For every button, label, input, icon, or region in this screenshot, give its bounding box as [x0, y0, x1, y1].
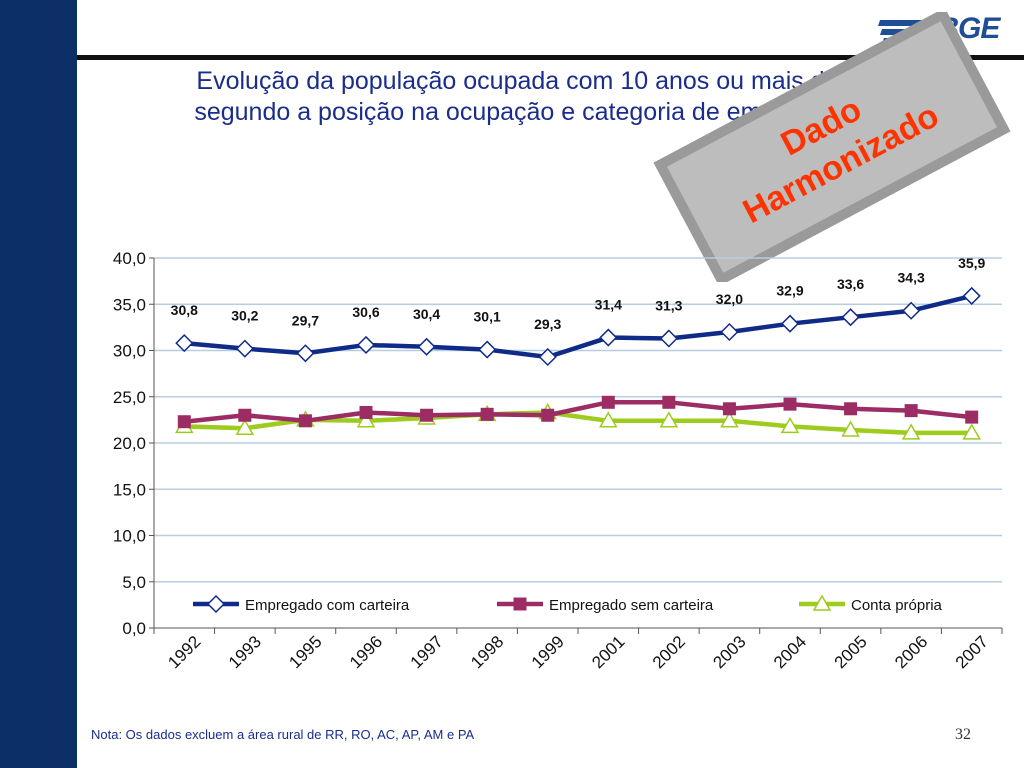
data-label: 34,3 — [898, 270, 925, 286]
series-line — [184, 293, 973, 360]
data-label: 32,0 — [716, 291, 743, 307]
data-point — [356, 411, 376, 428]
data-label: 30,8 — [171, 302, 198, 318]
y-tick-label: 15,0 — [113, 480, 146, 499]
data-label: 31,3 — [655, 297, 682, 313]
data-point — [175, 334, 194, 353]
data-point — [417, 337, 436, 356]
data-point — [356, 335, 376, 355]
x-tick-label: 2003 — [709, 632, 749, 672]
y-tick-label: 20,0 — [113, 434, 146, 453]
data-point — [599, 328, 618, 347]
data-point — [662, 395, 676, 409]
x-tick-label: 2005 — [831, 632, 871, 672]
data-label: 30,2 — [231, 308, 258, 324]
page-number: 32 — [955, 726, 971, 743]
x-tick-label: 2006 — [891, 632, 931, 672]
data-point — [783, 397, 797, 411]
data-point — [659, 411, 679, 428]
data-point — [420, 408, 434, 422]
y-tick-label: 40,0 — [113, 249, 146, 268]
y-tick-label: 35,0 — [113, 295, 146, 314]
header-rule — [77, 55, 1024, 60]
data-label: 29,3 — [534, 316, 561, 332]
footnote: Nota: Os dados excluem a área rural de R… — [91, 727, 475, 742]
legend-marker — [513, 597, 527, 611]
left-sidebar-band — [0, 0, 77, 768]
x-tick-label: 2001 — [588, 632, 628, 672]
data-point — [841, 420, 860, 437]
data-point — [904, 404, 918, 418]
data-point — [844, 402, 858, 416]
series-line — [184, 400, 972, 424]
data-point — [962, 286, 981, 305]
line-chart: 0,0 5,0 10,0 15,0 20,0 25,0 30,0 35,0 40,0 1992 19… — [113, 249, 1003, 672]
legend-label: Empregado sem carteira — [549, 597, 714, 614]
data-point — [965, 410, 979, 424]
data-point — [780, 416, 800, 434]
y-tick-label: 0,0 — [122, 619, 146, 638]
data-label: 29,7 — [292, 312, 319, 328]
data-label: 31,4 — [595, 297, 622, 313]
data-point — [720, 322, 739, 342]
x-tick-label: 1997 — [407, 632, 447, 672]
data-point — [659, 329, 678, 348]
data-point — [238, 408, 252, 422]
data-point — [177, 415, 191, 429]
data-point — [478, 340, 497, 359]
data-point — [598, 411, 618, 428]
data-point — [480, 407, 494, 421]
data-point — [235, 418, 255, 435]
data-point — [538, 347, 557, 367]
x-tick-label: 1993 — [225, 632, 265, 672]
data-point — [901, 423, 921, 440]
data-point — [962, 423, 982, 440]
legend-marker — [812, 594, 832, 611]
data-point — [902, 301, 921, 320]
data-point — [298, 414, 312, 428]
x-tick-label: 1995 — [285, 632, 325, 672]
x-tick-label: 2002 — [649, 632, 689, 672]
data-label: 32,9 — [776, 283, 803, 299]
data-point — [780, 314, 800, 333]
y-tick-label: 5,0 — [122, 573, 146, 592]
data-label: 30,4 — [413, 306, 440, 322]
legend-marker — [206, 594, 226, 614]
data-point — [235, 339, 254, 358]
x-tick-label: 1999 — [528, 632, 568, 672]
x-tick-label: 1996 — [346, 632, 386, 672]
data-point — [720, 411, 739, 428]
data-point — [722, 402, 736, 416]
y-tick-label: 10,0 — [113, 527, 146, 546]
x-tick-label: 1998 — [467, 632, 507, 672]
data-point — [841, 308, 860, 327]
stamp-badge: Dado Harmonizado — [653, 12, 1011, 282]
stamp-inner — [666, 21, 998, 273]
y-tick-label: 30,0 — [113, 342, 146, 361]
x-tick-label: 1992 — [164, 632, 204, 672]
data-point — [541, 408, 555, 422]
legend-label: Empregado com carteira — [245, 597, 410, 614]
data-label: 30,1 — [474, 309, 501, 325]
x-tick-label: 2004 — [770, 632, 810, 672]
x-tick-label: 2007 — [952, 632, 992, 672]
data-point — [296, 344, 315, 363]
y-tick-label: 25,0 — [113, 388, 146, 407]
legend-label: Conta própria — [851, 597, 943, 614]
data-label: 33,6 — [837, 276, 864, 292]
data-label: 30,6 — [352, 304, 379, 320]
data-point — [359, 405, 373, 419]
data-label: 35,9 — [958, 255, 985, 271]
data-point — [601, 395, 615, 409]
